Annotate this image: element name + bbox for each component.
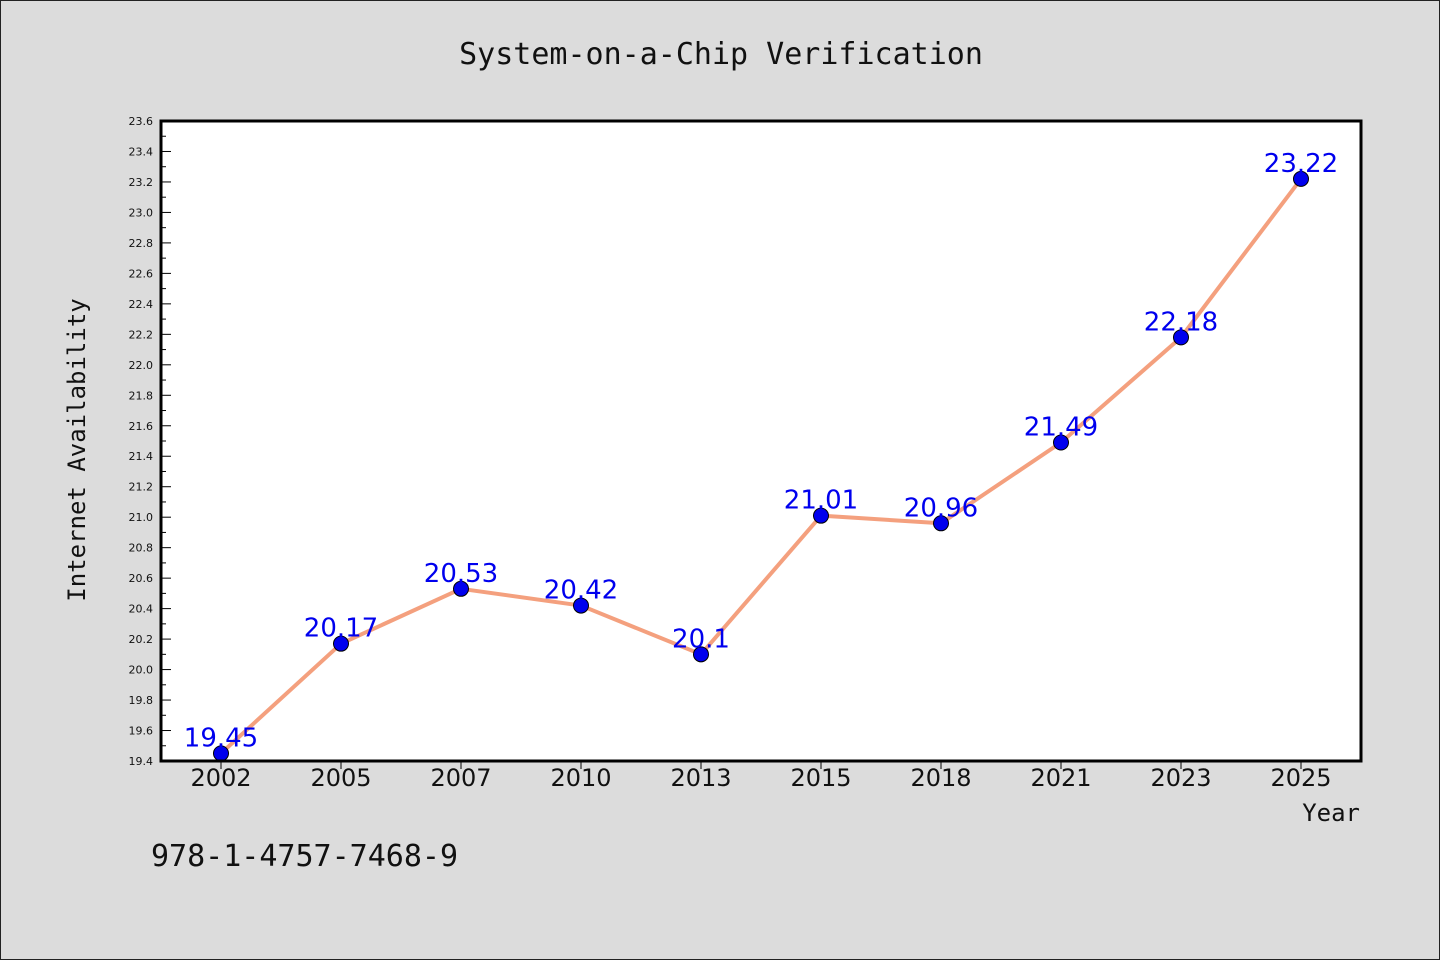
data-label: 20.96 bbox=[904, 493, 978, 523]
data-point bbox=[453, 580, 469, 597]
data-label: 20.42 bbox=[544, 576, 618, 606]
data-label: 23.22 bbox=[1264, 149, 1338, 179]
x-tick-label: 2023 bbox=[1150, 764, 1211, 792]
chart-marks: 19.4 19.6 19.8 20.0 20.2 20.4 20.6 20.8 21.0 21.2… bbox=[129, 115, 1339, 792]
y-tick-label: 21.4 bbox=[129, 450, 154, 463]
x-tick-label: 2018 bbox=[910, 764, 971, 792]
y-tick-label: 19.6 bbox=[129, 725, 154, 738]
data-label: 22.18 bbox=[1144, 307, 1218, 337]
y-tick-label: 21.0 bbox=[129, 511, 154, 524]
y-tick-label: 20.0 bbox=[129, 664, 154, 677]
y-tick-label: 22.8 bbox=[129, 237, 154, 250]
data-label: 20.1 bbox=[672, 624, 730, 654]
y-axis-label: Internet Availability bbox=[63, 298, 91, 601]
y-tick-label: 20.8 bbox=[129, 542, 154, 555]
data-label: 20.17 bbox=[304, 614, 378, 644]
y-tick-label: 22.4 bbox=[129, 298, 154, 311]
plot-area bbox=[161, 121, 1361, 761]
x-tick-label: 2010 bbox=[550, 764, 611, 792]
y-tick-label: 23.2 bbox=[129, 176, 154, 189]
data-point bbox=[933, 515, 949, 532]
x-tick-label: 2021 bbox=[1030, 764, 1091, 792]
y-tick-label: 22.6 bbox=[129, 267, 154, 280]
y-tick-label: 19.8 bbox=[129, 694, 154, 707]
x-tick-label: 2007 bbox=[430, 764, 491, 792]
data-point bbox=[1053, 434, 1069, 451]
data-label: 20.53 bbox=[424, 559, 498, 589]
plot-frame bbox=[159, 119, 1363, 763]
y-tick-label: 20.4 bbox=[129, 603, 154, 616]
data-label: 21.49 bbox=[1024, 413, 1098, 443]
x-tick-label: 2015 bbox=[790, 764, 851, 792]
data-point bbox=[333, 635, 349, 652]
y-tick-label: 20.6 bbox=[129, 572, 154, 585]
x-axis-label: Year bbox=[1302, 799, 1360, 827]
y-tick-label: 21.6 bbox=[129, 420, 154, 433]
data-point bbox=[1293, 170, 1309, 187]
chart-title: System-on-a-Chip Verification bbox=[459, 37, 983, 72]
y-tick-label: 22.2 bbox=[129, 328, 154, 341]
x-tick-label: 2025 bbox=[1270, 764, 1331, 792]
data-label: 19.45 bbox=[184, 723, 258, 753]
x-tick-label: 2002 bbox=[190, 764, 251, 792]
y-tick-label: 23.4 bbox=[129, 145, 154, 158]
isbn-annotation: 978-1-4757-7468-9 bbox=[151, 839, 458, 874]
x-tick-label: 2005 bbox=[310, 764, 371, 792]
data-point bbox=[1173, 329, 1189, 346]
series-line bbox=[219, 176, 1303, 756]
y-tick-label: 21.2 bbox=[129, 481, 154, 494]
y-tick-label: 23.6 bbox=[129, 115, 154, 128]
data-point bbox=[813, 507, 829, 524]
data-point bbox=[573, 597, 589, 614]
data-point bbox=[693, 646, 709, 663]
y-tick-label: 21.8 bbox=[129, 389, 154, 402]
y-tick-label: 22.0 bbox=[129, 359, 154, 372]
y-tick-label: 20.2 bbox=[129, 633, 154, 646]
y-tick-label: 23.0 bbox=[129, 206, 154, 219]
data-label: 21.01 bbox=[784, 486, 858, 516]
x-tick-label: 2013 bbox=[670, 764, 731, 792]
y-tick-label: 19.4 bbox=[129, 755, 154, 768]
